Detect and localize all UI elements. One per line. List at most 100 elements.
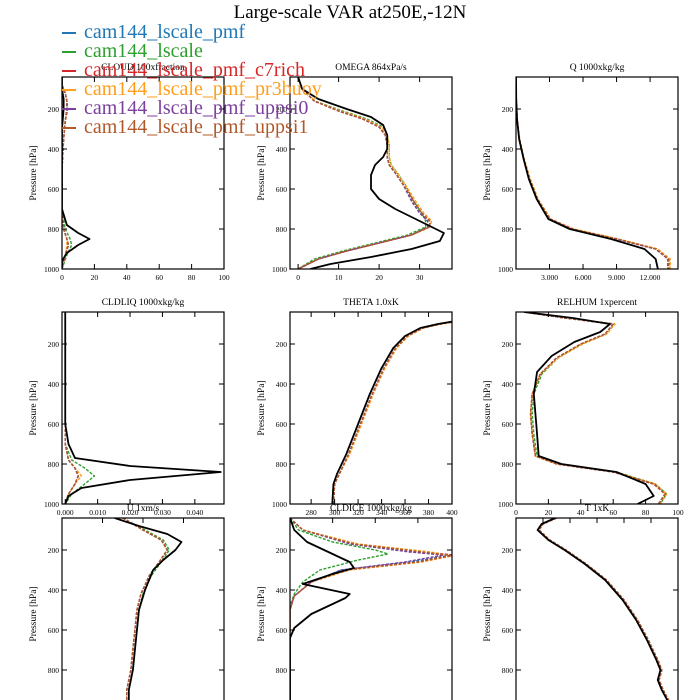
legend-label: cam144_lscale_pmf_uppsi1 xyxy=(84,116,309,138)
series-line xyxy=(290,518,445,700)
y-tick-label: 400 xyxy=(48,145,60,154)
x-tick-label: 340 xyxy=(376,508,388,517)
series-line xyxy=(290,518,389,700)
y-tick-label: 600 xyxy=(48,626,60,635)
y-axis-label: Pressure [hPa] xyxy=(257,586,267,641)
y-tick-label: 200 xyxy=(276,340,288,349)
panel: Q 1000xkg/kg Pressure [hPa] 200 400 600 800 10… xyxy=(483,63,679,282)
y-axis-label: Pressure [hPa] xyxy=(483,145,493,200)
series-line xyxy=(332,321,452,504)
y-axis-label: Pressure [hPa] xyxy=(29,380,39,435)
y-tick-label: 1000 xyxy=(272,500,287,509)
figure-title: Large-scale VAR at250E,-12N xyxy=(233,2,467,23)
series-line xyxy=(297,77,433,269)
y-tick-label: 600 xyxy=(502,185,514,194)
panel-title: Q 1000xkg/kg xyxy=(570,63,625,73)
series-line xyxy=(64,312,96,504)
panel-title: CLOUD 100xfraction xyxy=(101,62,185,73)
series-line xyxy=(523,312,668,504)
y-tick-label: 600 xyxy=(276,420,288,429)
x-tick-label: 40 xyxy=(123,273,131,282)
panel-title: U 1xm/s xyxy=(127,504,160,514)
series-line xyxy=(516,77,670,269)
x-tick-label: 0 xyxy=(296,273,300,282)
y-axis-label: Pressure [hPa] xyxy=(257,145,267,200)
y-axis-label: Pressure [hPa] xyxy=(483,380,493,435)
y-axis-label: Pressure [hPa] xyxy=(29,586,39,641)
plot-frame xyxy=(289,311,453,505)
x-tick-label: 0.030 xyxy=(154,508,171,517)
legend-label: cam144_lscale_pmf xyxy=(84,21,246,43)
y-axis-label: Pressure [hPa] xyxy=(29,145,39,200)
y-tick-label: 400 xyxy=(276,145,288,154)
y-tick-label: 400 xyxy=(276,380,288,389)
x-tick-label: 40 xyxy=(577,508,585,517)
panel: CLDLIQ 1000xkg/kg Pressure [hPa] 200 400 600… xyxy=(29,298,225,517)
series-line xyxy=(516,77,669,269)
plot-frame xyxy=(515,311,679,505)
plot-frame xyxy=(515,76,679,270)
x-tick-label: 360 xyxy=(399,508,411,517)
x-tick-label: 80 xyxy=(642,508,650,517)
series-group xyxy=(536,518,670,700)
y-tick-label: 800 xyxy=(276,460,288,469)
y-tick-label: 400 xyxy=(48,586,60,595)
series-group xyxy=(64,312,222,504)
series-line xyxy=(64,312,79,504)
y-tick-label: 600 xyxy=(48,185,60,194)
series-line xyxy=(297,77,427,269)
series-line xyxy=(297,77,445,269)
x-tick-label: 320 xyxy=(352,508,364,517)
series-group xyxy=(523,312,668,504)
series-line xyxy=(62,77,91,269)
series-line xyxy=(516,77,671,269)
series-line xyxy=(523,312,655,504)
y-tick-label: 1000 xyxy=(272,265,287,274)
series-line xyxy=(122,518,168,700)
plot-frame xyxy=(61,76,225,270)
x-tick-label: 80 xyxy=(188,273,196,282)
series-group xyxy=(516,77,671,269)
y-tick-label: 200 xyxy=(48,546,60,555)
x-tick-label: 9.000 xyxy=(608,273,625,282)
y-tick-label: 400 xyxy=(502,145,514,154)
series-group xyxy=(62,77,91,269)
y-tick-label: 200 xyxy=(276,546,288,555)
series-line xyxy=(297,77,429,269)
y-tick-label: 800 xyxy=(276,666,288,675)
series-line xyxy=(297,77,429,269)
y-tick-label: 600 xyxy=(276,626,288,635)
series-line xyxy=(122,518,168,700)
x-tick-label: 3.000 xyxy=(541,273,558,282)
y-axis-label: Pressure [hPa] xyxy=(483,586,493,641)
series-line xyxy=(516,77,670,269)
x-tick-label: 60 xyxy=(155,273,163,282)
plot-frame xyxy=(289,517,453,700)
plot-frame xyxy=(515,517,679,700)
series-line xyxy=(64,312,83,504)
legend-swatch xyxy=(62,108,76,110)
legend-swatch xyxy=(62,70,76,72)
series-group xyxy=(297,77,445,269)
y-tick-label: 800 xyxy=(502,666,514,675)
x-tick-label: 60 xyxy=(609,508,617,517)
y-tick-label: 600 xyxy=(48,420,60,429)
legend-label: cam144_lscale_pmf_pr3buoy xyxy=(84,78,322,100)
x-tick-label: 380 xyxy=(423,508,435,517)
series-line xyxy=(523,312,666,504)
series-line xyxy=(516,77,659,269)
series-line xyxy=(536,518,669,700)
series-line xyxy=(114,518,183,700)
y-tick-label: 1000 xyxy=(44,500,59,509)
x-tick-label: 0.000 xyxy=(57,508,74,517)
x-tick-label: 100 xyxy=(672,508,684,517)
x-tick-label: 0.010 xyxy=(89,508,106,517)
legend-label: cam144_lscale_pmf_c7rich xyxy=(84,59,306,81)
plot-frame xyxy=(289,76,453,270)
x-tick-label: 20 xyxy=(91,273,99,282)
